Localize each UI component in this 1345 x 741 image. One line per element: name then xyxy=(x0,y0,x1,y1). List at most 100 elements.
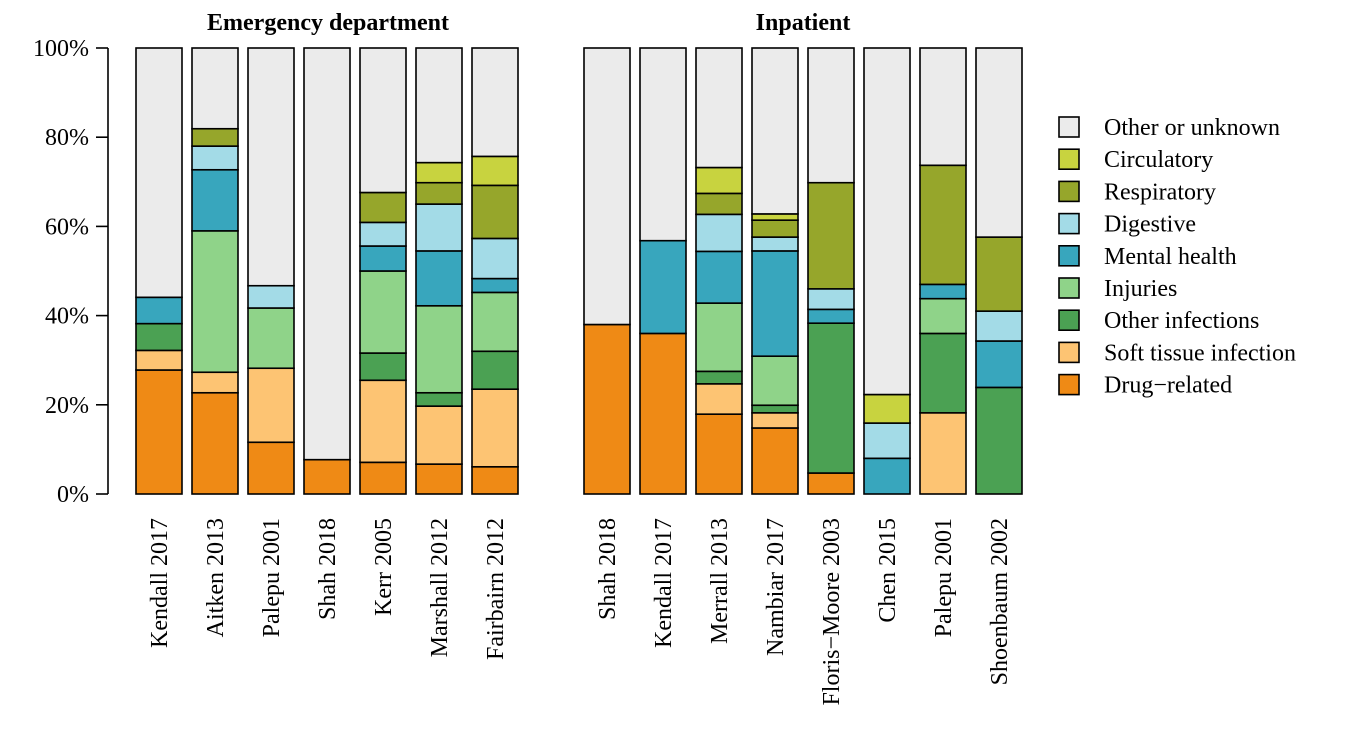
panel-title: Inpatient xyxy=(756,10,851,36)
bar-segment xyxy=(415,405,463,465)
legend-item: Drug−related xyxy=(1058,373,1232,399)
bar-segment xyxy=(191,145,239,171)
x-tick-label: Kerr 2005 xyxy=(371,518,397,616)
y-tick-label: 60% xyxy=(45,214,89,240)
bar-segment xyxy=(191,168,239,232)
x-tick-label: Fairbairn 2012 xyxy=(483,518,509,660)
bar-segment xyxy=(303,458,351,495)
bar xyxy=(751,47,799,495)
bar-segment xyxy=(807,47,855,184)
bar xyxy=(135,47,183,495)
legend: Other or unknown Circulatory Respiratory Di… xyxy=(1058,115,1296,399)
bar-segment xyxy=(751,213,799,221)
x-tick-label: Palepu 2001 xyxy=(931,518,957,637)
bar xyxy=(919,47,967,495)
bar-segment xyxy=(247,307,295,370)
bar-segment xyxy=(471,465,519,495)
bar-segment xyxy=(247,47,295,287)
legend-swatch xyxy=(1058,277,1080,299)
bar-segment xyxy=(415,203,463,252)
legend-item: Other or unknown xyxy=(1058,115,1280,141)
x-tick-label: Kendall 2017 xyxy=(651,518,677,648)
panel-inpatient: Inpatient Shah 2018 Kendall 2017 Merrall 20… xyxy=(583,10,1023,706)
x-tick-label: Shoenbaum 2002 xyxy=(987,518,1013,685)
bar-segment xyxy=(695,302,743,373)
bar-segment xyxy=(191,391,239,495)
bar xyxy=(975,47,1023,495)
bar-segment xyxy=(751,250,799,357)
bar-segment xyxy=(863,393,911,424)
legend-item: Circulatory xyxy=(1058,147,1213,173)
legend-swatch xyxy=(1058,309,1080,332)
panel-emergency: Emergency department Kendall 2017 Aitken 2… xyxy=(135,10,519,660)
legend-label: Circulatory xyxy=(1104,147,1213,173)
bar-segment xyxy=(807,308,855,324)
legend-item: Mental health xyxy=(1058,244,1237,270)
bar-segment xyxy=(863,422,911,460)
bar-segment xyxy=(975,47,1023,238)
y-tick-label: 40% xyxy=(45,304,89,330)
bar-segment xyxy=(807,181,855,290)
panel-title: Emergency department xyxy=(207,10,449,36)
legend-label: Digestive xyxy=(1104,212,1196,238)
x-tick-label: Marshall 2012 xyxy=(427,518,453,657)
legend-swatch xyxy=(1058,148,1080,170)
bar-segment xyxy=(135,296,183,325)
bar-segment xyxy=(191,371,239,394)
bar-segment xyxy=(471,237,519,280)
legend-item: Respiratory xyxy=(1058,179,1216,205)
bar xyxy=(807,47,855,495)
bar-segment xyxy=(135,369,183,495)
x-tick-label: Aitken 2013 xyxy=(203,518,229,637)
x-tick-label: Palepu 2001 xyxy=(259,518,285,637)
bar-segment xyxy=(583,47,631,326)
bar xyxy=(471,47,519,495)
bar-segment xyxy=(751,404,799,414)
bar-segment xyxy=(359,270,407,354)
bar xyxy=(639,47,687,495)
bar-segment xyxy=(135,349,183,371)
bar-segment xyxy=(471,47,519,158)
x-tick-label: Chen 2015 xyxy=(875,518,901,623)
bar-segment xyxy=(807,322,855,474)
legend-item: Other infections xyxy=(1058,308,1259,334)
bar-segment xyxy=(359,379,407,464)
bar-segment xyxy=(303,47,351,461)
legend-label: Drug−related xyxy=(1104,373,1232,399)
bar-segment xyxy=(471,350,519,390)
bar-segment xyxy=(807,472,855,495)
y-tick-label: 80% xyxy=(45,125,89,151)
bar-segment xyxy=(919,283,967,300)
bar-segment xyxy=(919,297,967,335)
bar-segment xyxy=(863,47,911,396)
bar xyxy=(695,47,743,495)
bar-segment xyxy=(415,47,463,164)
bar-segment xyxy=(471,291,519,353)
bar-segment xyxy=(919,164,967,286)
bar-segment xyxy=(807,288,855,311)
legend-swatch xyxy=(1058,212,1080,235)
bar-segment xyxy=(135,322,183,352)
bar xyxy=(191,47,239,495)
legend-label: Mental health xyxy=(1104,244,1237,270)
bar xyxy=(303,47,351,495)
bar-segment xyxy=(359,221,407,247)
x-tick-label: Shah 2018 xyxy=(595,518,621,620)
legend-swatch xyxy=(1058,116,1080,138)
bar-segment xyxy=(695,47,743,169)
legend-label: Other infections xyxy=(1104,308,1259,334)
bar-segment xyxy=(975,236,1023,312)
bar-segment xyxy=(415,250,463,307)
bar-segment xyxy=(919,412,967,495)
bar-segment xyxy=(639,47,687,242)
bar-segment xyxy=(751,236,799,252)
bar-segment xyxy=(415,161,463,184)
y-tick-label: 0% xyxy=(57,482,89,508)
legend-label: Soft tissue infection xyxy=(1104,340,1296,366)
chart-panels: Emergency department Kendall 2017 Aitken 2… xyxy=(135,10,1023,706)
bar-segment xyxy=(695,383,743,415)
bar-segment xyxy=(751,219,799,238)
y-tick-label: 100% xyxy=(33,36,89,62)
y-tick-label: 20% xyxy=(45,393,89,419)
